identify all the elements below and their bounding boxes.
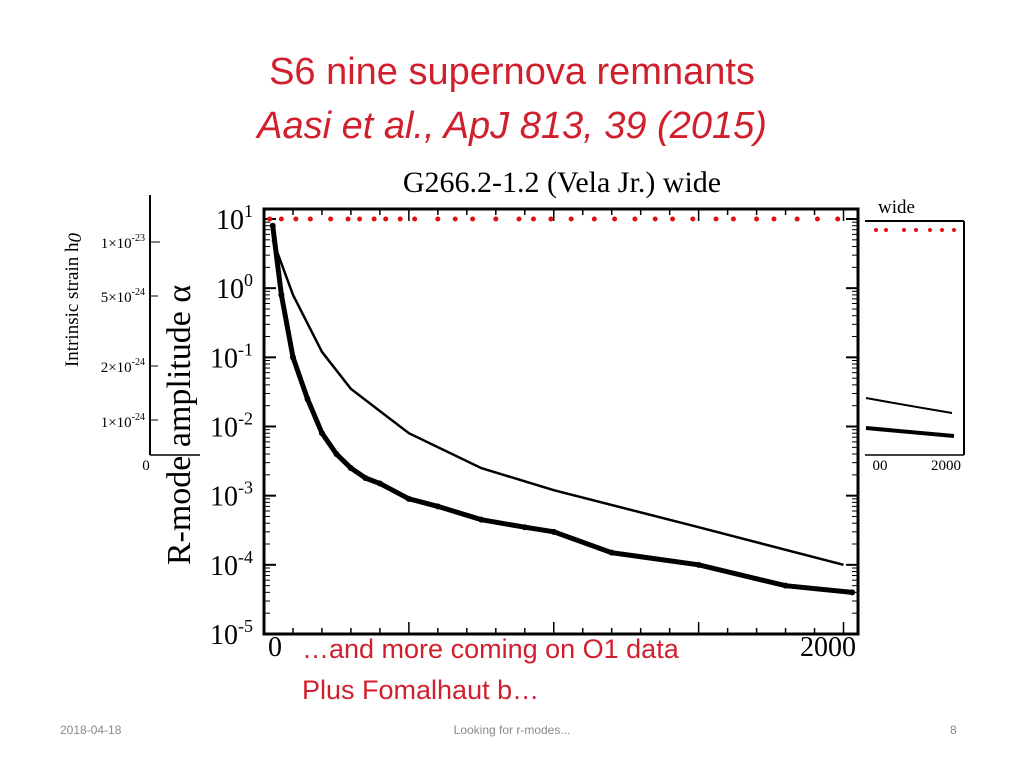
footer-center-text: Looking for r-modes...	[453, 723, 571, 737]
back-ylabel: Intrinsic strain h0	[62, 232, 86, 367]
back-xtick-00: 00	[873, 458, 888, 474]
top-marker-point	[730, 216, 736, 222]
back-ytick-2e-24: 2×10-24	[101, 357, 145, 376]
limit-point	[278, 291, 285, 298]
page-number: 8	[950, 723, 957, 737]
back-title-wide: wide	[878, 197, 915, 218]
limit-point	[289, 354, 296, 361]
top-marker-point	[516, 216, 522, 222]
back-ytick-1e-23: 1×10-23	[101, 233, 145, 252]
measured-limit-series	[270, 225, 853, 595]
top-marker-point	[670, 216, 676, 222]
note-line-1: …and more coming on O1 data	[302, 634, 679, 664]
limit-point	[405, 495, 412, 502]
chart-ylabel: R-mode amplitude α	[161, 285, 198, 566]
top-marker-point	[470, 216, 476, 222]
chart-title: G266.2-1.2 (Vela Jr.) wide	[403, 166, 721, 199]
top-marker-point	[652, 216, 658, 222]
top-marker-point	[835, 216, 841, 222]
limit-point	[304, 395, 311, 402]
top-marker-point	[435, 216, 441, 222]
limit-point	[478, 516, 485, 523]
top-marker-point	[632, 216, 638, 222]
top-marker-point	[397, 216, 403, 222]
minor-ticks	[263, 209, 858, 635]
slide-title: S6 nine supernova remnants	[269, 51, 755, 93]
x-tick-2000: 2000	[800, 632, 856, 663]
smooth-curve-series	[271, 239, 844, 567]
limit-point	[376, 480, 383, 487]
y-tick-label: 10-5	[210, 616, 253, 651]
top-marker-point	[754, 216, 760, 222]
top-marker-point	[530, 216, 536, 222]
y-tick-label: 10-3	[210, 478, 253, 513]
back-xtick-0: 0	[142, 458, 150, 474]
top-marker-point	[371, 216, 377, 222]
top-marker-point	[814, 216, 820, 222]
top-marker-point	[548, 216, 554, 222]
top-marker-point	[452, 216, 458, 222]
top-marker-point	[383, 216, 389, 222]
top-marker-point	[794, 216, 800, 222]
top-marker-point	[357, 216, 363, 222]
top-marker-point	[612, 216, 618, 222]
top-marker-point	[307, 216, 313, 222]
back-ytick-1e-24: 1×10-24	[101, 412, 145, 431]
limit-point	[695, 561, 702, 568]
limit-point	[849, 589, 856, 596]
top-marker-point	[690, 216, 696, 222]
back-panel-right: wide 00 2000	[860, 197, 965, 474]
limit-point	[318, 430, 325, 437]
limit-point	[782, 582, 789, 589]
footer-date: 2018-04-18	[60, 723, 122, 737]
top-marker-series	[267, 216, 841, 222]
top-marker-point	[568, 216, 574, 222]
top-marker-point	[328, 216, 334, 222]
y-tick-label: 101	[216, 201, 253, 236]
limit-point	[333, 451, 340, 458]
top-marker-point	[412, 216, 418, 222]
x-tick-0: 0	[268, 632, 282, 663]
top-marker-point	[278, 216, 284, 222]
limit-point	[347, 465, 354, 472]
limit-point	[550, 528, 557, 535]
limit-point	[434, 503, 441, 510]
note-line-2: Plus Fomalhaut b…	[302, 675, 540, 705]
top-marker-point	[293, 216, 299, 222]
top-marker-point	[713, 216, 719, 222]
limit-point	[269, 222, 276, 229]
back-ytick-5e-24: 5×10-24	[101, 287, 145, 306]
top-marker-point	[493, 216, 499, 222]
top-marker-point	[591, 216, 597, 222]
top-marker-point	[771, 216, 777, 222]
back-xtick-2000: 2000	[931, 458, 961, 474]
top-marker-point	[267, 216, 273, 222]
limit-point	[608, 549, 615, 556]
plot-frame	[262, 207, 860, 636]
limit-point	[521, 524, 528, 531]
top-marker-point	[345, 216, 351, 222]
slide-subtitle-citation: Aasi et al., ApJ 813, 39 (2015)	[257, 105, 767, 147]
limit-point	[362, 475, 369, 482]
measured-limit-points	[269, 222, 856, 596]
